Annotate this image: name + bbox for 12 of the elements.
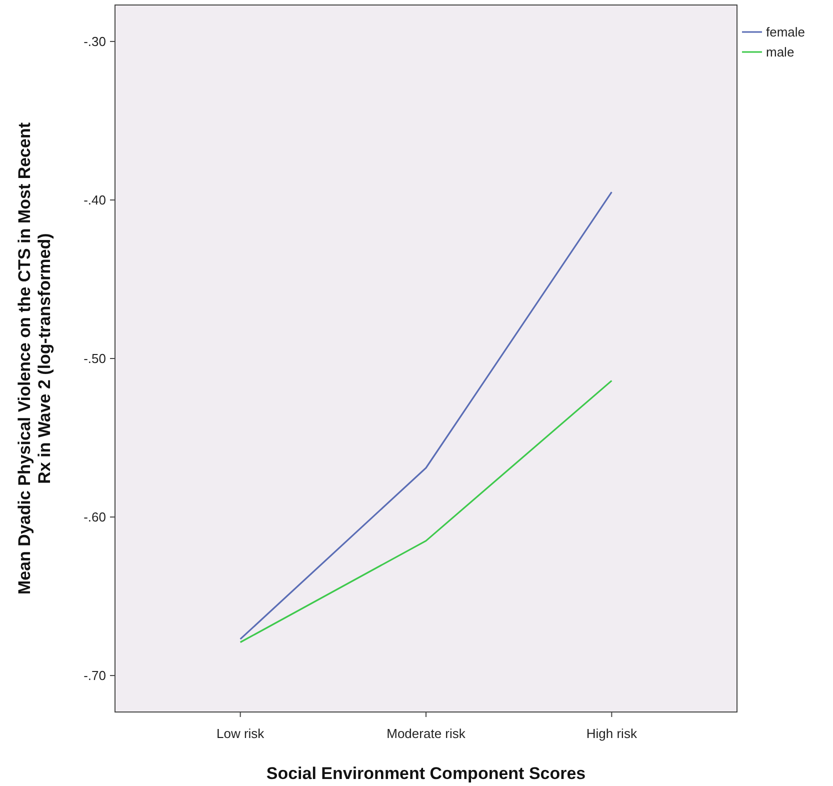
y-tick-label: -.40 (84, 192, 106, 208)
y-tick-label: -.50 (84, 351, 106, 366)
y-tick-label: -.60 (84, 510, 106, 525)
x-axis-title: Social Environment Component Scores (266, 764, 586, 783)
legend-label: male (766, 44, 794, 60)
x-tick-label: Moderate risk (386, 726, 466, 741)
y-axis-title: Mean Dyadic Physical Violence on the CTS in Most Recent Rx in Wave 2 (log-transformed) (15, 122, 54, 595)
y-tick-label: -.30 (84, 34, 106, 50)
x-tick-label: Low risk (216, 726, 265, 741)
x-tick-label: High risk (586, 726, 638, 741)
y-tick-label: -.70 (84, 668, 106, 684)
legend-label: female (766, 24, 806, 40)
